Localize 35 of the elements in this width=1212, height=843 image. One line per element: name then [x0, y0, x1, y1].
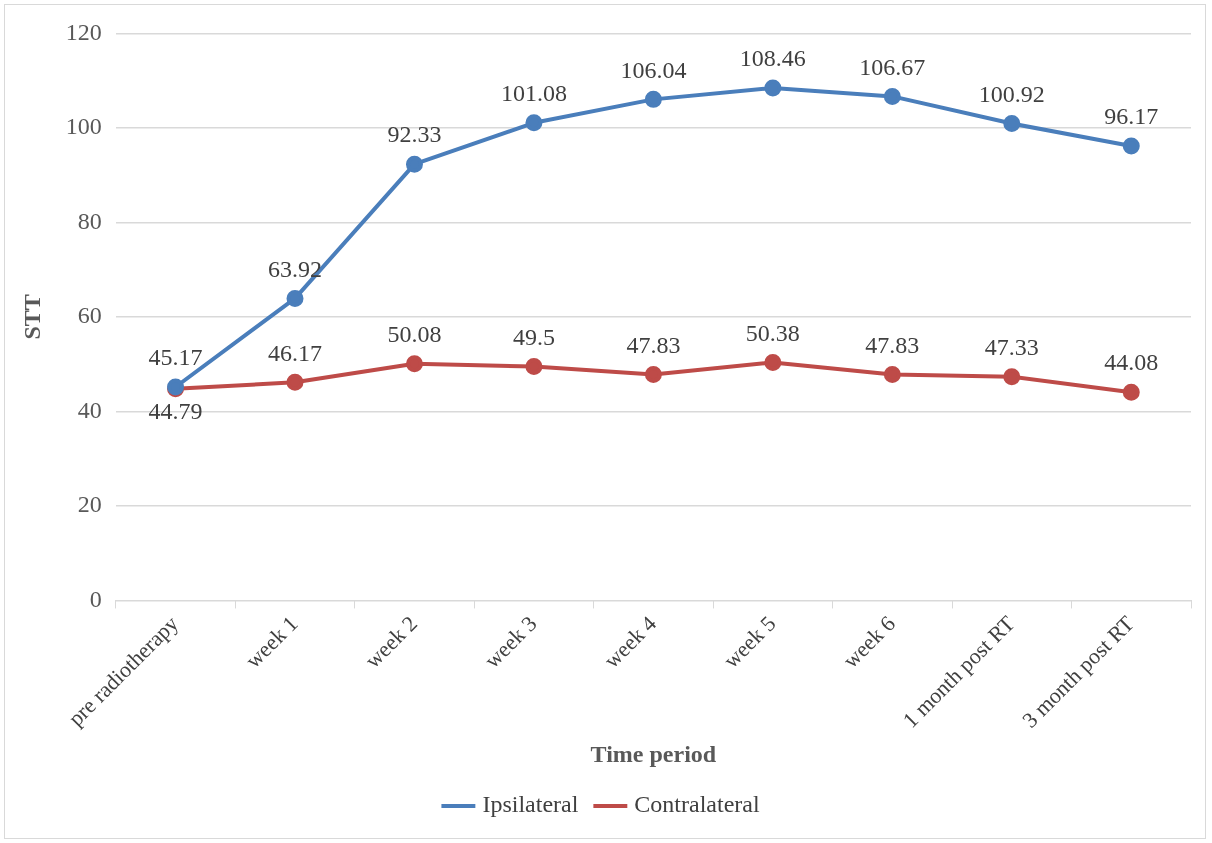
data-label: 96.17 — [1104, 103, 1159, 130]
x-tick-label: week 1 — [240, 610, 303, 673]
y-tick-label: 80 — [77, 207, 102, 234]
y-tick-label: 40 — [77, 396, 102, 423]
data-label: 45.17 — [148, 344, 203, 371]
data-label: 63.92 — [268, 255, 322, 282]
data-label: 106.04 — [620, 56, 687, 83]
data-label: 106.67 — [859, 53, 926, 80]
y-tick-label: 0 — [89, 585, 102, 612]
data-label: 47.83 — [626, 331, 681, 358]
data-label: 92.33 — [387, 121, 442, 148]
data-label: 44.08 — [1104, 349, 1159, 376]
y-tick-label: 20 — [77, 491, 102, 518]
data-label: 50.08 — [387, 321, 442, 348]
data-label: 47.33 — [984, 334, 1039, 361]
y-axis-title: STT — [18, 294, 45, 340]
data-label: 108.46 — [739, 45, 806, 72]
legend-label: Ipsilateral — [482, 791, 579, 818]
data-label: 49.5 — [512, 323, 555, 350]
y-tick-label: 100 — [65, 113, 102, 140]
x-tick-label: week 4 — [598, 610, 662, 673]
legend-label: Contralateral — [634, 791, 760, 818]
y-tick-label: 120 — [65, 18, 102, 45]
data-label: 46.17 — [268, 339, 322, 366]
x-axis-title: Time period — [590, 740, 717, 767]
x-tick-label: week 3 — [479, 610, 542, 673]
data-label: 50.38 — [745, 319, 800, 346]
data-label: 44.79 — [148, 398, 203, 425]
x-tick-label: week 6 — [837, 610, 900, 673]
data-label: 100.92 — [978, 80, 1045, 107]
x-tick-label: week 5 — [718, 610, 781, 673]
data-label: 101.08 — [500, 80, 567, 107]
data-label: 47.83 — [865, 331, 920, 358]
x-tick-label: week 2 — [359, 610, 423, 673]
y-tick-label: 60 — [77, 302, 102, 329]
